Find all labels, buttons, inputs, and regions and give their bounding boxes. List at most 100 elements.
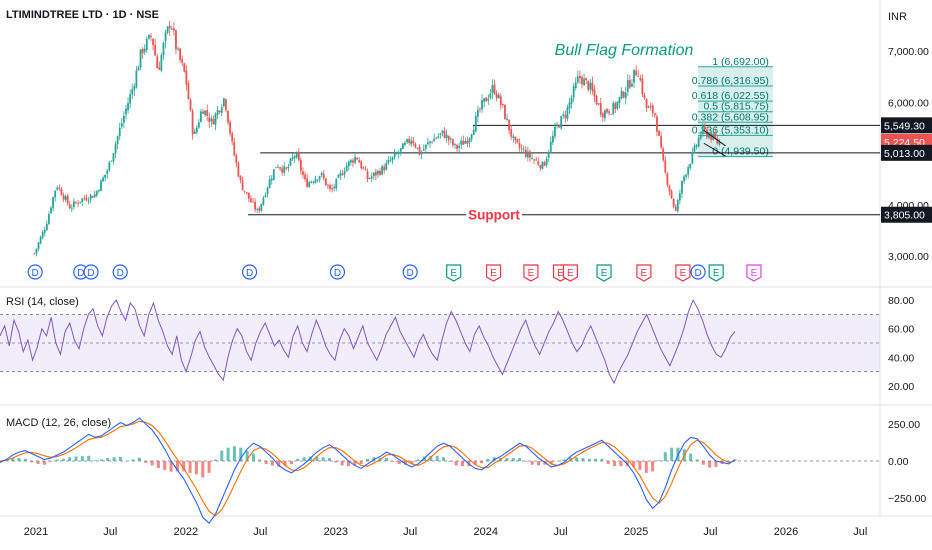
- candle-body: [250, 198, 252, 203]
- candle-body: [708, 134, 710, 138]
- earnings-marker[interactable]: [485, 264, 502, 282]
- candle-body: [539, 165, 542, 169]
- macd-histogram-bar: [315, 456, 319, 461]
- earnings-marker[interactable]: [675, 264, 691, 282]
- candle-body: [693, 145, 696, 152]
- macd-histogram-bar: [353, 461, 357, 466]
- candle-body: [229, 121, 231, 134]
- rsi-title[interactable]: RSI (14, close): [6, 296, 79, 308]
- macd-histogram-bar: [461, 461, 465, 467]
- candle-body: [68, 204, 71, 209]
- candle-body: [320, 173, 323, 176]
- horizontal-levels[interactable]: Support: [247, 124, 880, 223]
- event-letter: E: [567, 268, 574, 279]
- rsi-tick-label: 80.00: [888, 295, 914, 307]
- macd-title[interactable]: MACD (12, 26, close): [6, 417, 111, 429]
- fib-level-label: 0.786 (6,316.95): [692, 75, 769, 87]
- candle-body: [172, 28, 175, 31]
- earnings-marker[interactable]: [636, 264, 652, 282]
- dividend-marker[interactable]: [329, 264, 346, 280]
- time-axis: 2021 Jul 2022 Jul 2023 Jul 2024 Jul 2025 Jul 2026 J…: [24, 526, 868, 538]
- bull-flag-annotation[interactable]: Bull Flag Formation: [555, 42, 694, 59]
- time-tick-label: 2026: [774, 526, 798, 538]
- candle-body: [241, 180, 244, 191]
- candle-body: [360, 161, 363, 169]
- dividend-marker[interactable]: [690, 264, 706, 280]
- candle-body: [389, 160, 392, 162]
- candle-body: [497, 94, 500, 99]
- candle-body: [476, 109, 479, 117]
- dividend-marker[interactable]: [27, 264, 43, 280]
- candle-body: [653, 113, 656, 116]
- candle-body: [556, 124, 558, 126]
- candle-body: [364, 169, 367, 171]
- earnings-marker[interactable]: [523, 264, 539, 282]
- candle-body: [227, 110, 229, 123]
- dividend-marker[interactable]: [241, 264, 258, 280]
- candle-body: [610, 114, 613, 115]
- macd-histogram-bar: [429, 455, 433, 461]
- event-letter: E: [641, 268, 648, 279]
- candle-body: [43, 229, 46, 233]
- macd-histogram-bar: [106, 458, 110, 461]
- candle-body: [166, 26, 169, 33]
- macd-histogram-bar: [644, 461, 648, 473]
- macd-tick-label: −250.00: [888, 493, 926, 505]
- earnings-marker[interactable]: [562, 264, 578, 282]
- macd-histogram-bar: [346, 461, 350, 467]
- candle-body: [464, 141, 467, 144]
- candle-body: [466, 140, 469, 144]
- flag-channel[interactable]: [703, 130, 726, 157]
- time-tick-label: Jul: [553, 526, 567, 538]
- flag-channel-lower[interactable]: [703, 142, 726, 157]
- candle-body: [710, 133, 713, 140]
- candle-body: [601, 113, 604, 118]
- candle-body: [635, 70, 638, 76]
- candle-body: [268, 179, 271, 188]
- earnings-marker[interactable]: [596, 264, 612, 282]
- earnings-marker[interactable]: [708, 264, 724, 282]
- dividend-marker[interactable]: [112, 264, 128, 280]
- candle-body: [533, 159, 536, 161]
- macd-histogram-bar: [391, 461, 395, 462]
- candle-body: [191, 110, 194, 135]
- candle-body: [297, 151, 300, 161]
- candle-body: [256, 208, 259, 210]
- candle-body: [449, 138, 452, 140]
- candle-body: [433, 138, 436, 142]
- dividend-marker[interactable]: [83, 264, 99, 280]
- macd-histogram-bar: [530, 461, 534, 465]
- event-letter: D: [407, 268, 414, 279]
- time-tick-label: 2025: [624, 526, 648, 538]
- dividend-marker[interactable]: [402, 264, 418, 280]
- macd-histogram-bar: [74, 456, 78, 461]
- support-label[interactable]: Support: [468, 208, 520, 223]
- macd-histogram-bar: [156, 461, 160, 469]
- candle-body: [487, 98, 490, 101]
- candle-body: [649, 106, 652, 107]
- candle-body: [316, 179, 319, 181]
- candle-body: [620, 90, 623, 99]
- macd-histogram-bar: [289, 461, 293, 464]
- flag-channel-upper[interactable]: [703, 130, 726, 147]
- candle-body: [493, 84, 496, 94]
- earnings-marker[interactable]: [446, 264, 462, 282]
- macd-histogram-bar: [416, 459, 420, 461]
- macd-histogram-bar: [23, 458, 27, 461]
- candle-body: [429, 141, 431, 144]
- candle-body: [618, 97, 621, 104]
- candle-body: [703, 126, 706, 130]
- time-tick-label: Jul: [853, 526, 867, 538]
- fibonacci-retracement[interactable]: 1 (6,692.00) 0.786 (6,316.95) 0.618 (6,022…: [692, 56, 773, 158]
- macd-pane: 250.00 0.00 −250.00: [0, 417, 926, 524]
- macd-histogram-bar: [137, 457, 141, 461]
- candle-body: [674, 206, 677, 211]
- earnings-marker[interactable]: [746, 264, 762, 282]
- candle-body: [218, 110, 221, 113]
- candle-body: [631, 83, 633, 87]
- macd-histogram-bar: [473, 461, 477, 465]
- currency-label[interactable]: INR: [888, 11, 907, 23]
- candle-body: [291, 157, 294, 160]
